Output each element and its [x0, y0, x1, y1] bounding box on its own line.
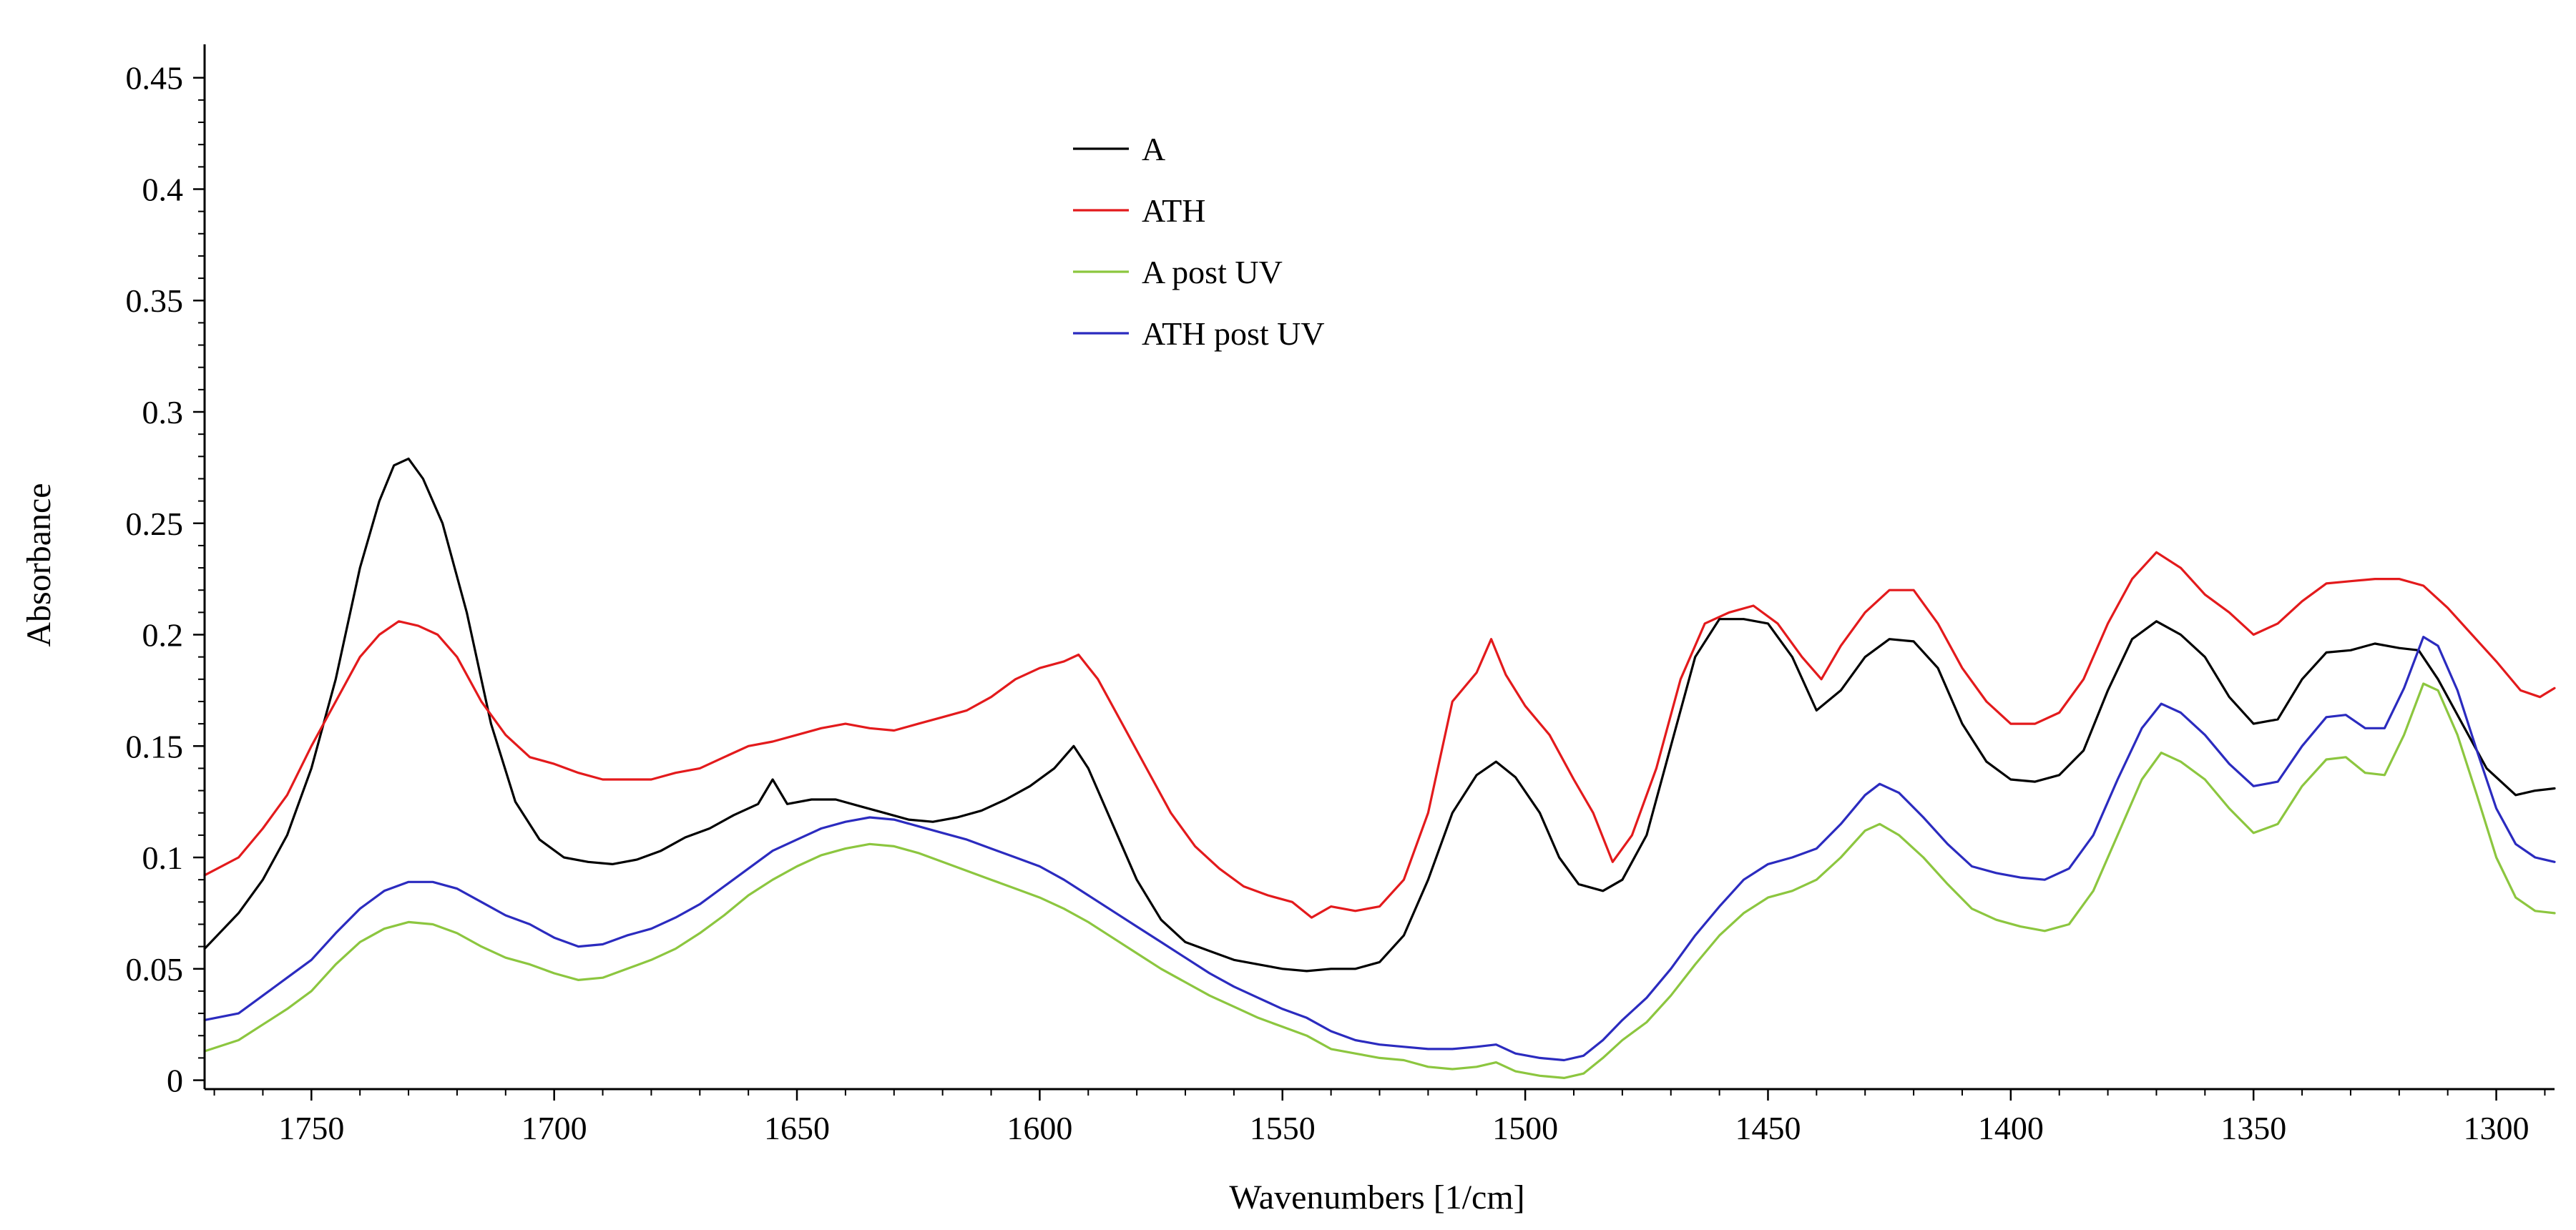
y-axis-title: Absorbance: [20, 483, 58, 646]
x-tick-label: 1400: [1978, 1110, 2044, 1146]
x-tick-label: 1350: [2220, 1110, 2286, 1146]
minor-ticks: [198, 99, 2546, 1096]
y-tick-label: 0.3: [142, 394, 184, 431]
x-axis-ticks: 1750 1700 1650 1600 1550 1500 1450 1400 1350 1300: [278, 1089, 2530, 1146]
series-line-a: [203, 457, 2556, 973]
y-tick-label: 0.35: [126, 282, 184, 319]
x-tick-label: 1600: [1007, 1110, 1072, 1146]
x-tick-label: 1750: [278, 1110, 344, 1146]
y-tick-label: 0.4: [142, 171, 184, 207]
y-tick-label: 0.15: [126, 728, 184, 764]
y-tick-label: 0.25: [126, 506, 184, 542]
y-tick-label: 0.45: [126, 60, 184, 97]
y-tick-label: 0: [167, 1063, 183, 1099]
series-line-a-post-uv: [203, 682, 2556, 1079]
y-tick-label: 0.1: [142, 840, 184, 876]
axes: [203, 44, 2555, 1091]
x-axis-title: Wavenumbers [1/cm]: [1229, 1179, 1524, 1216]
legend-label: A: [1142, 131, 1165, 167]
legend-label: A post UV: [1142, 254, 1283, 290]
legend: A ATH A post UV ATH post UV: [1073, 131, 1325, 352]
y-axis-ticks: 0 0.05 0.1 0.15 0.2 0.25 0.3 0.35 0.4 0.45: [126, 60, 205, 1099]
x-tick-label: 1500: [1492, 1110, 1558, 1146]
y-tick-label: 0.05: [126, 951, 184, 988]
legend-label: ATH: [1142, 192, 1205, 229]
series-line-ath-post-uv: [203, 636, 2556, 1062]
x-tick-label: 1300: [2464, 1110, 2530, 1146]
x-tick-label: 1700: [521, 1110, 587, 1146]
x-tick-label: 1450: [1735, 1110, 1801, 1146]
x-tick-label: 1650: [764, 1110, 830, 1146]
legend-label: ATH post UV: [1142, 315, 1325, 352]
series-line-ath: [203, 551, 2556, 919]
plot-lines: [203, 457, 2556, 1079]
y-tick-label: 0.2: [142, 617, 184, 654]
x-tick-label: 1550: [1250, 1110, 1316, 1146]
